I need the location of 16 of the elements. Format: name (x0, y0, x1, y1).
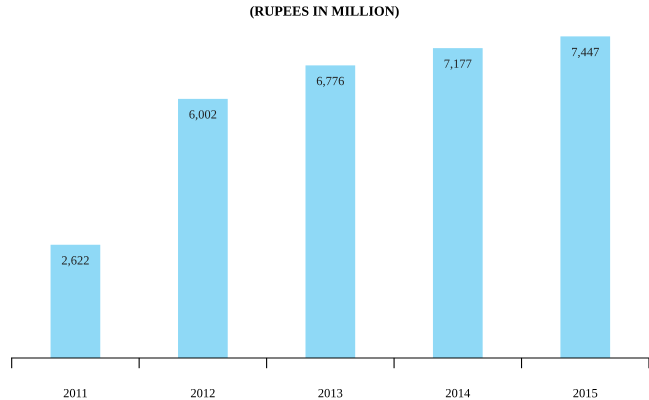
x-tick-label: 2015 (573, 388, 598, 398)
x-tick-label: 2013 (318, 388, 342, 398)
bar (305, 65, 356, 358)
bar (560, 36, 610, 358)
chart-title: (RUPEES IN MILLION) (250, 6, 399, 19)
bar (432, 48, 483, 358)
x-tick-label: 2011 (64, 388, 87, 398)
bar (50, 244, 100, 358)
x-tick-label: 2012 (190, 388, 215, 398)
data-label: 7,177 (444, 60, 472, 70)
data-label: 6,776 (316, 76, 344, 87)
x-tick-label: 2014 (446, 388, 470, 398)
data-label: 7,447 (572, 48, 599, 58)
data-label: 6,002 (189, 110, 216, 120)
data-label: 2,622 (62, 256, 89, 266)
bar (178, 98, 228, 358)
